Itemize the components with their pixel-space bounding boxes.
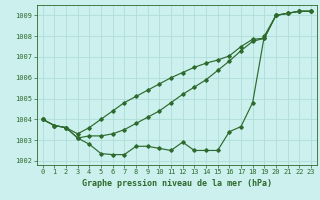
X-axis label: Graphe pression niveau de la mer (hPa): Graphe pression niveau de la mer (hPa) <box>82 179 272 188</box>
